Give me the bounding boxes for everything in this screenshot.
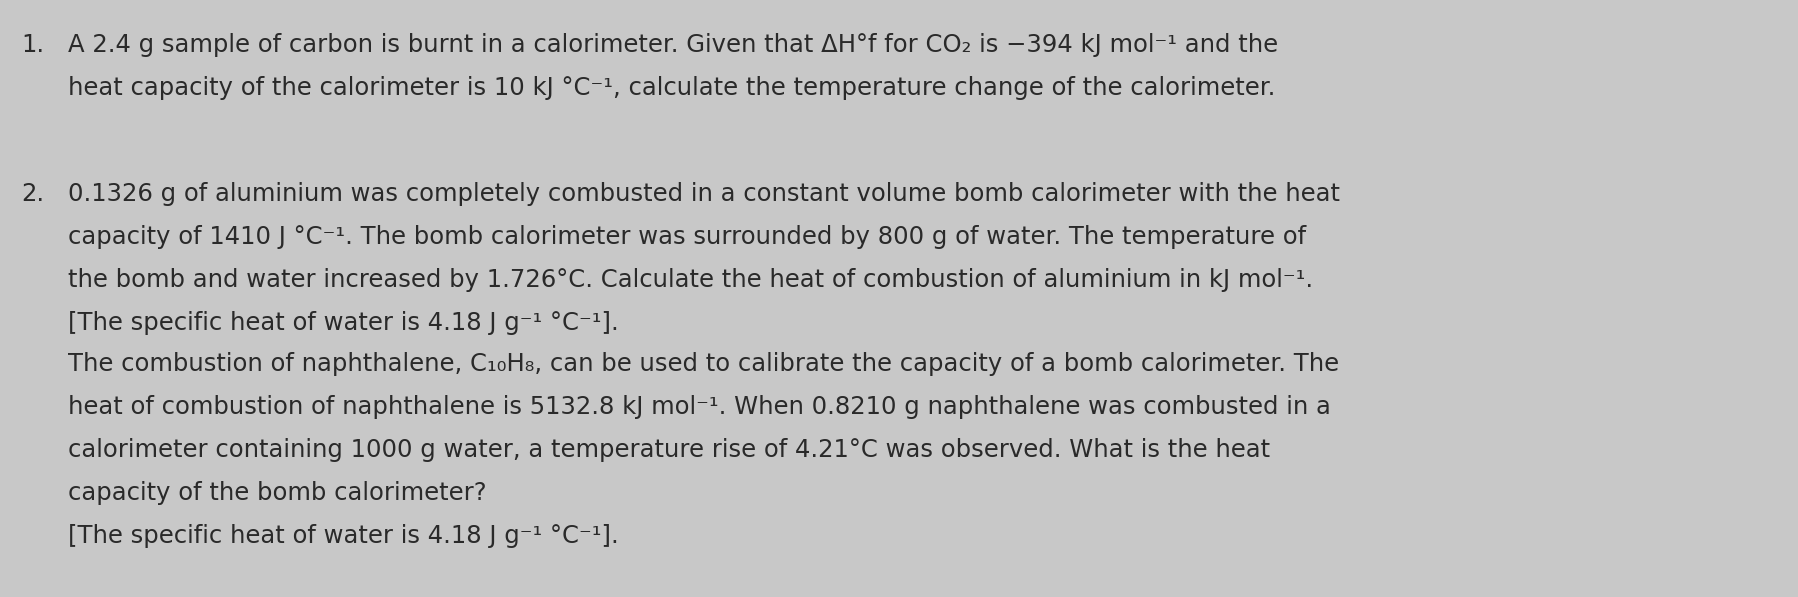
Text: capacity of 1410 J °C⁻¹. The bomb calorimeter was surrounded by 800 g of water. : capacity of 1410 J °C⁻¹. The bomb calori… <box>68 225 1305 249</box>
Text: 2.: 2. <box>22 182 45 206</box>
Text: 0.1326 g of aluminium was completely combusted in a constant volume bomb calorim: 0.1326 g of aluminium was completely com… <box>68 182 1340 206</box>
Text: [The specific heat of water is 4.18 J g⁻¹ °C⁻¹].: [The specific heat of water is 4.18 J g⁻… <box>68 311 619 335</box>
Text: calorimeter containing 1000 g water, a temperature rise of 4.21°C was observed. : calorimeter containing 1000 g water, a t… <box>68 438 1269 462</box>
Text: 1.: 1. <box>22 33 45 57</box>
Text: heat of combustion of naphthalene is 5132.8 kJ mol⁻¹. When 0.8210 g naphthalene : heat of combustion of naphthalene is 513… <box>68 395 1331 419</box>
Text: capacity of the bomb calorimeter?: capacity of the bomb calorimeter? <box>68 481 487 505</box>
Text: The combustion of naphthalene, C₁₀H₈, can be used to calibrate the capacity of a: The combustion of naphthalene, C₁₀H₈, ca… <box>68 352 1340 376</box>
Text: the bomb and water increased by 1.726°C. Calculate the heat of combustion of alu: the bomb and water increased by 1.726°C.… <box>68 268 1313 292</box>
Text: A 2.4 g sample of carbon is burnt in a calorimeter. Given that ΔH°f for CO₂ is −: A 2.4 g sample of carbon is burnt in a c… <box>68 33 1278 57</box>
Text: heat capacity of the calorimeter is 10 kJ °C⁻¹, calculate the temperature change: heat capacity of the calorimeter is 10 k… <box>68 76 1275 100</box>
Text: [The specific heat of water is 4.18 J g⁻¹ °C⁻¹].: [The specific heat of water is 4.18 J g⁻… <box>68 524 619 548</box>
